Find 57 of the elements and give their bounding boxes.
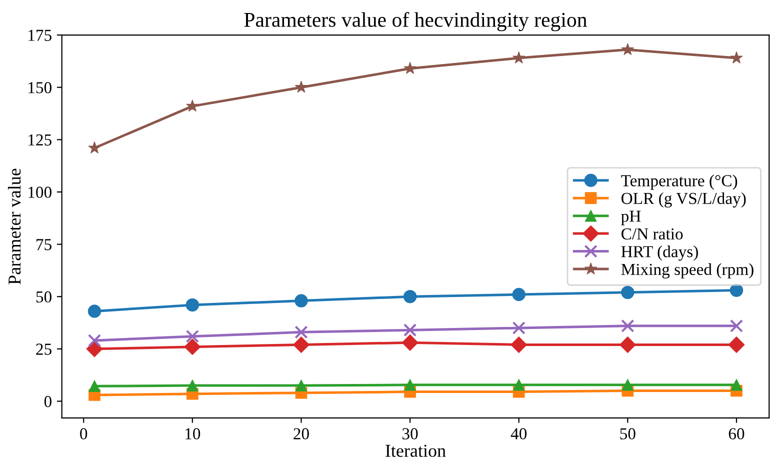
point <box>184 338 201 356</box>
y-tick-label: 75 <box>36 239 52 250</box>
y-tick-label: 50 <box>36 291 52 303</box>
x-tick-label: 30 <box>402 428 418 440</box>
y-tick-label: 150 <box>28 82 52 94</box>
point <box>730 378 742 391</box>
point <box>621 286 634 300</box>
point <box>88 334 102 348</box>
point <box>512 51 526 64</box>
point <box>293 336 310 353</box>
y-tick-label: 100 <box>28 186 52 198</box>
point <box>403 323 417 337</box>
legend-label: HRT (days) <box>621 246 698 261</box>
point <box>730 319 744 332</box>
point <box>512 321 526 335</box>
y-tick-label: 175 <box>28 30 52 41</box>
legend-label: Temperature (°C) <box>621 174 738 190</box>
y-tick-label: 125 <box>28 134 52 146</box>
point <box>402 334 418 351</box>
point <box>619 336 636 353</box>
point <box>186 380 198 392</box>
point <box>510 336 528 353</box>
point <box>294 294 308 308</box>
point <box>621 43 634 56</box>
x-axis-title: Iteration <box>386 444 446 457</box>
point <box>512 288 526 302</box>
point <box>294 80 308 93</box>
y-axis-title: Parameter value <box>8 168 21 284</box>
point <box>88 304 102 318</box>
point <box>622 378 634 391</box>
x-tick-label: 50 <box>620 428 636 440</box>
x-tick-label: 0 <box>80 428 88 440</box>
x-tick-label: 20 <box>294 428 309 440</box>
x-tick-label: 10 <box>186 428 200 440</box>
point <box>186 330 200 343</box>
point <box>728 336 745 353</box>
legend-label: pH <box>621 210 641 226</box>
x-tick-label: 60 <box>728 428 744 440</box>
point <box>730 51 743 64</box>
point <box>403 290 417 304</box>
point <box>186 298 200 312</box>
legend-label: OLR (g VS/L/day) <box>622 192 746 208</box>
y-tick-label: 25 <box>36 344 52 355</box>
point <box>404 62 416 74</box>
y-tick-label: 0 <box>44 396 52 408</box>
point <box>88 380 100 392</box>
point <box>186 100 199 112</box>
legend-label: C/N ratio <box>622 228 683 240</box>
legend-label: Mixing speed (rpm) <box>621 263 754 278</box>
point <box>295 380 308 392</box>
point <box>512 378 525 391</box>
point <box>294 326 308 339</box>
point <box>88 141 101 154</box>
chart-title: Parameters value of hecvindingity region <box>244 12 587 32</box>
point <box>621 319 634 332</box>
point <box>404 378 416 391</box>
x-tick-label: 40 <box>510 428 527 440</box>
